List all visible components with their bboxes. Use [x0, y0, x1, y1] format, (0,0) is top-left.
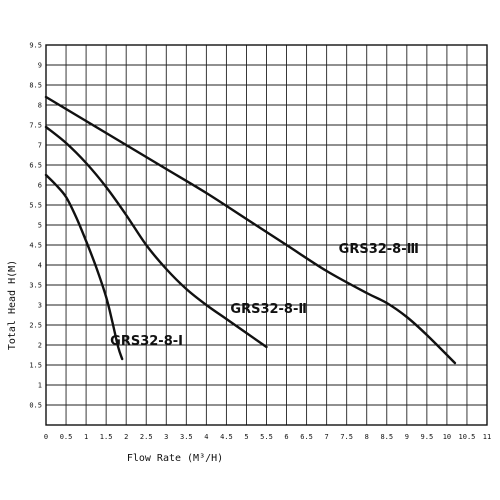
y-axis-ticks: 0.5 1 1.5 2 2.5 3 3.5 4 4.5 5 5.5 6 6.5 7 7.5 8 8.5 9 9.5 [29, 42, 42, 410]
y-tick-label: 3.5 [29, 282, 42, 290]
y-tick-label: 0.5 [29, 402, 42, 410]
series-line-2 [44, 125, 268, 349]
y-tick-label: 3 [38, 302, 42, 310]
x-tick-label: 8 [365, 433, 369, 441]
series-lines [44, 95, 457, 365]
x-tick-label: 11 [483, 433, 491, 441]
y-tick-label: 7.5 [29, 122, 42, 130]
y-tick-label: 8.5 [29, 82, 42, 90]
y-tick-label: 7 [38, 142, 42, 150]
y-tick-label: 6 [38, 182, 42, 190]
x-tick-label: 3.5 [180, 433, 193, 441]
x-tick-label: 3 [164, 433, 168, 441]
x-tick-label: 1 [84, 433, 88, 441]
y-tick-label: 5.5 [29, 202, 42, 210]
y-tick-label: 8 [38, 102, 42, 110]
series-labels: GRS32-8-Ⅰ GRS32-8-Ⅱ GRS32-8-Ⅲ [110, 242, 419, 349]
x-tick-label: 7 [325, 433, 329, 441]
x-tick-label: 6 [284, 433, 288, 441]
x-axis-label: Flow Rate (M³/H) [127, 453, 223, 464]
y-tick-label: 1 [38, 382, 42, 390]
series-label-2: GRS32-8-Ⅱ [230, 302, 307, 317]
x-tick-label: 8.5 [380, 433, 393, 441]
series-line-1 [44, 173, 124, 361]
y-tick-label: 5 [38, 222, 42, 230]
x-tick-label: 2 [124, 433, 128, 441]
y-tick-label: 2 [38, 342, 42, 350]
y-tick-label: 4.5 [29, 242, 42, 250]
x-tick-label: 10.5 [459, 433, 476, 441]
x-tick-label: 9.5 [421, 433, 434, 441]
x-tick-label: 5.5 [260, 433, 273, 441]
x-tick-label: 10 [443, 433, 451, 441]
x-tick-label: 5 [244, 433, 248, 441]
series-label-3: GRS32-8-Ⅲ [339, 242, 419, 257]
y-tick-label: 9 [38, 62, 42, 70]
x-tick-label: 2.5 [140, 433, 153, 441]
x-tick-label: 0 [44, 433, 48, 441]
x-tick-label: 0.5 [60, 433, 73, 441]
chart-grid [46, 45, 487, 425]
x-tick-label: 4.5 [220, 433, 233, 441]
y-tick-label: 1.5 [29, 362, 42, 370]
y-tick-label: 4 [38, 262, 42, 270]
x-tick-label: 1.5 [100, 433, 113, 441]
y-tick-label: 2.5 [29, 322, 42, 330]
series-label-1: GRS32-8-Ⅰ [110, 334, 183, 349]
x-tick-label: 9 [405, 433, 409, 441]
x-axis-ticks: 0 0.5 1 1.5 2 2.5 3 3.5 4 4.5 5 5.5 6 6.5 7 7.5 8 8.5 9 9.5… [44, 433, 491, 441]
series-line-3 [44, 95, 457, 365]
x-tick-label: 6.5 [300, 433, 313, 441]
y-tick-label: 6.5 [29, 162, 42, 170]
y-axis-label: Total Head H(M) [7, 260, 18, 350]
x-tick-label: 4 [204, 433, 208, 441]
plot-border [45, 44, 488, 426]
x-tick-label: 7.5 [340, 433, 353, 441]
y-tick-label: 9.5 [29, 42, 42, 50]
